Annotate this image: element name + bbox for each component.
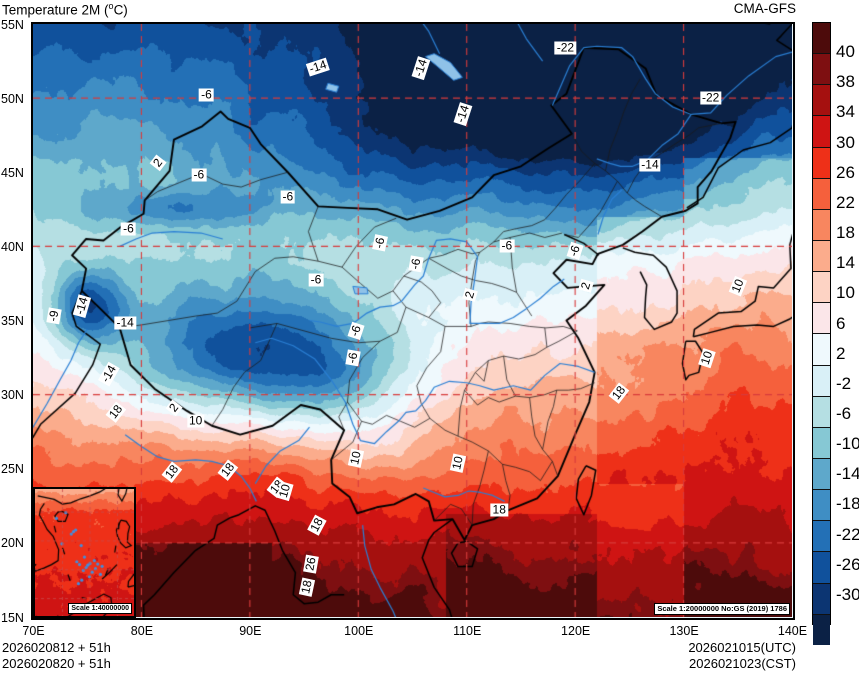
colorbar-band-17	[813, 551, 830, 583]
footer-right: 2026021015(UTC) 2026021023(CST)	[688, 640, 796, 671]
contour-label-8: -6	[191, 167, 207, 182]
contour-label-4: -6	[199, 87, 214, 102]
colorbar-tick-30: 30	[836, 132, 855, 152]
init-time-utc: 2026020812 + 51h	[2, 640, 111, 655]
y-tick-25N: 25N	[1, 462, 24, 477]
colorbar-band-14	[813, 457, 830, 490]
colorbar-band-0	[813, 23, 830, 54]
page-title-text: Temperature 2M (	[2, 2, 109, 18]
x-tick-130E: 130E	[669, 624, 699, 638]
contour-label-34: 26	[302, 553, 319, 574]
colorbar-band-18	[813, 582, 830, 614]
colorbar-tick-34: 34	[836, 102, 855, 122]
colorbar-tick-2: 2	[836, 343, 846, 363]
colorbar-band-5	[813, 177, 830, 209]
colorbar-band-6	[813, 208, 830, 240]
colorbar-band-13	[813, 426, 830, 458]
contour-label-19: -9	[45, 307, 62, 325]
map-canvas	[33, 24, 792, 617]
inset-map-canvas	[35, 489, 134, 616]
y-tick-55N: 55N	[1, 17, 24, 32]
contour-label-9: -6	[121, 221, 136, 236]
colorbar-tick--14: -14	[836, 464, 859, 484]
colorbar-tick--26: -26	[836, 554, 859, 574]
model-label: CMA-GFS	[733, 1, 796, 16]
temperature-map[interactable]: Scale 1:20000000 No:GS (2019) 1786 -14 -1…	[31, 22, 795, 620]
colorbar-tick-26: 26	[836, 162, 855, 182]
colorbar-tick-14: 14	[836, 253, 855, 273]
y-tick-35N: 35N	[1, 314, 24, 328]
inset-scale-label: Scale 1:40000000	[68, 603, 132, 614]
colorbar-tick-38: 38	[836, 72, 855, 92]
degree-symbol: o	[108, 1, 114, 11]
contour-label-2: -22	[554, 40, 577, 55]
y-tick-40N: 40N	[1, 239, 24, 254]
colorbar-band-2	[813, 84, 830, 116]
footer-left: 2026020812 + 51h 2026020820 + 51h	[2, 640, 111, 671]
contour-label-38: 18	[490, 502, 508, 517]
colorbar-band-16	[813, 520, 830, 552]
colorbar-tick--10: -10	[836, 434, 859, 454]
contour-label-21: -14	[114, 315, 136, 330]
colorbar-tick-6: 6	[836, 313, 846, 333]
colorbar-tick-22: 22	[836, 192, 855, 212]
contour-label-13: -6	[499, 238, 515, 253]
colorbar-band-9	[813, 302, 830, 334]
colorbar-tick--2: -2	[836, 373, 852, 393]
x-tick-90E: 90E	[239, 624, 262, 638]
colorbar-tick--30: -30	[836, 584, 859, 604]
colorbar-band-7	[813, 239, 830, 272]
contour-label-28: 10	[186, 413, 205, 428]
x-tick-140E: 140E	[777, 624, 808, 638]
valid-time-utc: 2026021015(UTC)	[688, 640, 796, 655]
inset-map[interactable]: Scale 1:40000000	[33, 487, 136, 618]
page-title: Temperature 2M (oC)	[2, 1, 128, 18]
colorbar-band-4	[813, 146, 830, 178]
colorbar[interactable]	[812, 22, 831, 645]
map-scale-label: Scale 1:20000000 No:GS (2019) 1786	[654, 603, 790, 615]
colorbar-tick--6: -6	[836, 403, 852, 423]
colorbar-band-3	[813, 115, 830, 147]
init-time-cst: 2026020820 + 51h	[2, 655, 111, 671]
contour-label-10: -6	[280, 189, 296, 204]
x-tick-110E: 110E	[453, 624, 482, 638]
x-tick-120E: 120E	[561, 624, 591, 638]
y-tick-50N: 50N	[1, 91, 24, 106]
colorbar-tick-18: 18	[836, 223, 855, 243]
y-tick-20N: 20N	[1, 536, 24, 551]
colorbar-band-15	[813, 489, 830, 521]
contour-label-6: -14	[639, 157, 661, 172]
colorbar-tick--22: -22	[836, 524, 859, 544]
y-tick-15N: 15N	[1, 610, 24, 625]
page-title-unit: C)	[113, 2, 128, 18]
contour-label-3: -22	[700, 90, 722, 105]
y-tick-30N: 30N	[1, 388, 24, 403]
colorbar-band-1	[813, 53, 830, 85]
colorbar-band-11	[813, 364, 830, 396]
colorbar-tick-40: 40	[836, 42, 855, 62]
colorbar-band-12	[813, 395, 830, 427]
contour-label-12: -6	[407, 255, 424, 273]
colorbar-tick-10: 10	[836, 283, 855, 303]
x-tick-100E: 100E	[344, 624, 374, 638]
contour-label-23: -6	[344, 349, 361, 366]
colorbar-band-19	[813, 613, 830, 645]
colorbar-band-10	[813, 333, 830, 365]
contour-label-14: -6	[308, 272, 324, 287]
y-tick-45N: 45N	[1, 165, 24, 180]
colorbar-tick--18: -18	[836, 494, 859, 514]
x-tick-70E: 70E	[22, 624, 45, 638]
x-tick-80E: 80E	[130, 624, 154, 638]
colorbar-band-8	[813, 271, 830, 303]
valid-time-cst: 2026021023(CST)	[689, 655, 796, 671]
